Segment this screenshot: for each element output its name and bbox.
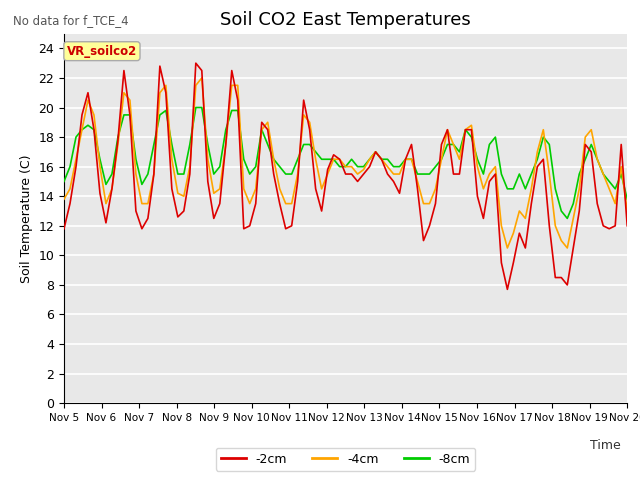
Text: No data for f_TCE_4: No data for f_TCE_4 [13,14,129,27]
Text: VR_soilco2: VR_soilco2 [67,45,137,58]
Text: Time: Time [590,439,621,452]
Title: Soil CO2 East Temperatures: Soil CO2 East Temperatures [220,11,471,29]
Y-axis label: Soil Temperature (C): Soil Temperature (C) [20,154,33,283]
Legend: -2cm, -4cm, -8cm: -2cm, -4cm, -8cm [216,448,476,471]
